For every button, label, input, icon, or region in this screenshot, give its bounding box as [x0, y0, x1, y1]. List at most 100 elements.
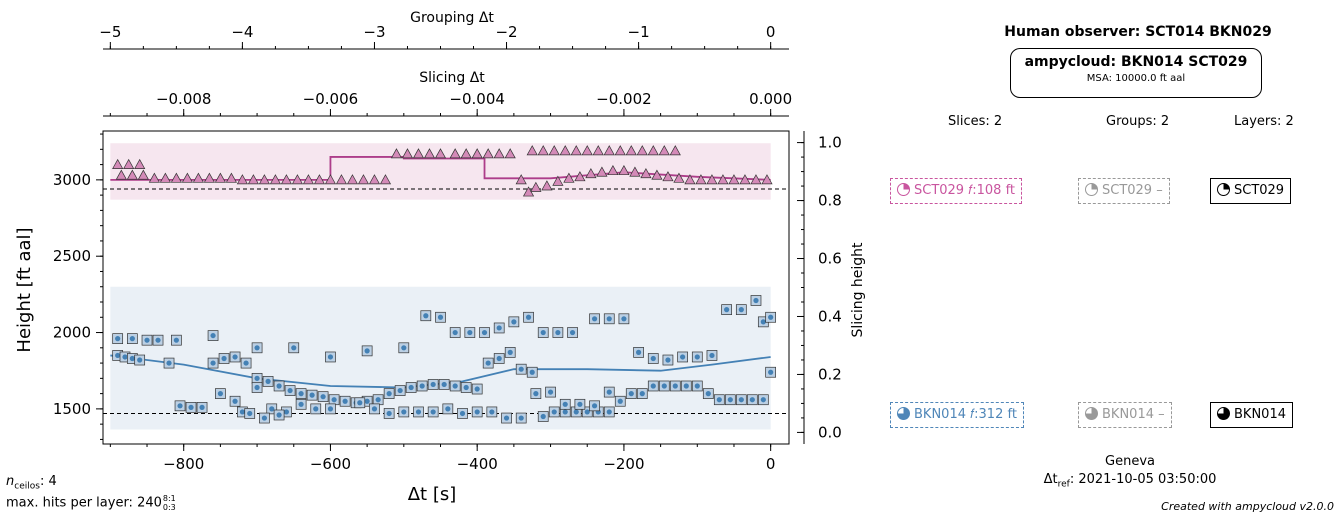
- y2-tick-label: 0.2: [818, 365, 842, 383]
- msa-value: MSA: 10000.0 ft aal: [1086, 73, 1186, 84]
- ampycloud-diagnostic-chart: −800 −600 −400 −200 0 1500 2000 2500 3000 0.0 0.2 0…: [14, 10, 866, 505]
- data-point: [258, 174, 271, 185]
- y-axis-label: Height [ft aal]: [14, 227, 35, 352]
- point-dot: [694, 354, 700, 360]
- data-point: [273, 409, 285, 421]
- data-point: [482, 148, 494, 159]
- data-point: [438, 379, 450, 390]
- data-point: [647, 353, 659, 364]
- data-point: [214, 172, 226, 183]
- groups-count: Groups: 2: [1106, 114, 1170, 129]
- data-point: [126, 333, 138, 344]
- data-point: [673, 172, 685, 183]
- data-point: [537, 145, 549, 156]
- point-dot: [452, 383, 458, 389]
- slice-tag-upper: SCT029 𝑓:108 ft: [890, 178, 1023, 204]
- point-dot: [342, 398, 348, 404]
- data-point: [750, 174, 762, 185]
- data-point: [288, 342, 300, 354]
- point-dot: [155, 337, 161, 343]
- point-dot: [639, 391, 645, 397]
- data-point: [218, 353, 230, 364]
- data-point: [434, 148, 447, 159]
- point-dot: [129, 355, 135, 362]
- point-dot: [415, 409, 422, 415]
- point-dot: [760, 397, 766, 403]
- point-dot: [309, 392, 315, 398]
- point-dot: [408, 384, 414, 391]
- point-dot: [672, 383, 678, 389]
- data-point: [552, 327, 564, 338]
- data-point: [181, 172, 193, 183]
- point-dot: [650, 383, 656, 389]
- x-tick-label: 0: [766, 455, 776, 473]
- data-point: [207, 330, 219, 341]
- data-point: [658, 145, 670, 156]
- data-point: [262, 376, 274, 387]
- data-point: [647, 380, 659, 392]
- data-point: [368, 174, 381, 185]
- data-point: [691, 380, 703, 392]
- point-dot: [503, 415, 510, 421]
- data-point: [658, 380, 670, 392]
- point-dot: [650, 355, 656, 362]
- data-point: [215, 388, 226, 399]
- point-dot: [591, 316, 598, 322]
- point-dot: [298, 401, 304, 407]
- data-point: [284, 385, 296, 396]
- point-dot: [518, 366, 524, 372]
- y2-tick-label: 1.0: [818, 134, 842, 152]
- grouping-tick-label: −2: [495, 23, 517, 41]
- point-dot: [467, 329, 473, 336]
- point-dot: [540, 413, 546, 420]
- data-point: [706, 350, 718, 361]
- data-point: [735, 304, 747, 315]
- point-dot: [445, 406, 451, 412]
- data-point: [420, 310, 432, 322]
- point-dot: [577, 401, 583, 407]
- data-point: [603, 386, 615, 398]
- data-point: [680, 380, 692, 392]
- data-point: [119, 351, 131, 363]
- data-point: [691, 351, 703, 363]
- data-point: [259, 412, 270, 424]
- data-point: [633, 347, 644, 358]
- point-dot: [430, 381, 436, 388]
- data-point: [493, 353, 505, 364]
- point-dot: [606, 389, 612, 395]
- data-point: [567, 327, 578, 338]
- point-dot: [760, 319, 766, 325]
- slices-count: Slices: 2: [948, 114, 1003, 129]
- point-dot: [254, 384, 260, 391]
- data-point: [251, 382, 263, 393]
- slicing-axis-label: Slicing Δt: [419, 70, 485, 86]
- point-dot: [137, 357, 143, 363]
- point-dot: [386, 410, 392, 417]
- data-point: [427, 406, 439, 418]
- data-point: [325, 351, 336, 363]
- data-point: [537, 411, 549, 422]
- data-point: [618, 164, 630, 176]
- data-point: [328, 394, 340, 406]
- data-point: [324, 174, 337, 185]
- data-point: [390, 148, 403, 159]
- cloud-cover-three-quarter-icon: [1085, 407, 1098, 420]
- data-point: [398, 406, 410, 418]
- data-point: [357, 174, 370, 185]
- data-point: [266, 403, 278, 415]
- data-point: [629, 166, 641, 177]
- point-dot: [489, 409, 495, 415]
- slicing-tick-label: −0.008: [156, 90, 212, 108]
- point-dot: [210, 332, 216, 339]
- data-point: [662, 171, 674, 182]
- data-point: [471, 406, 483, 418]
- data-point: [526, 145, 538, 156]
- ceilos-count: nceilos: 4: [6, 474, 57, 492]
- point-dot: [683, 383, 689, 389]
- point-dot: [738, 397, 744, 403]
- point-dot: [364, 398, 370, 404]
- point-dot: [166, 360, 172, 366]
- point-dot: [481, 329, 488, 336]
- point-dot: [327, 406, 334, 412]
- point-dot: [661, 383, 667, 389]
